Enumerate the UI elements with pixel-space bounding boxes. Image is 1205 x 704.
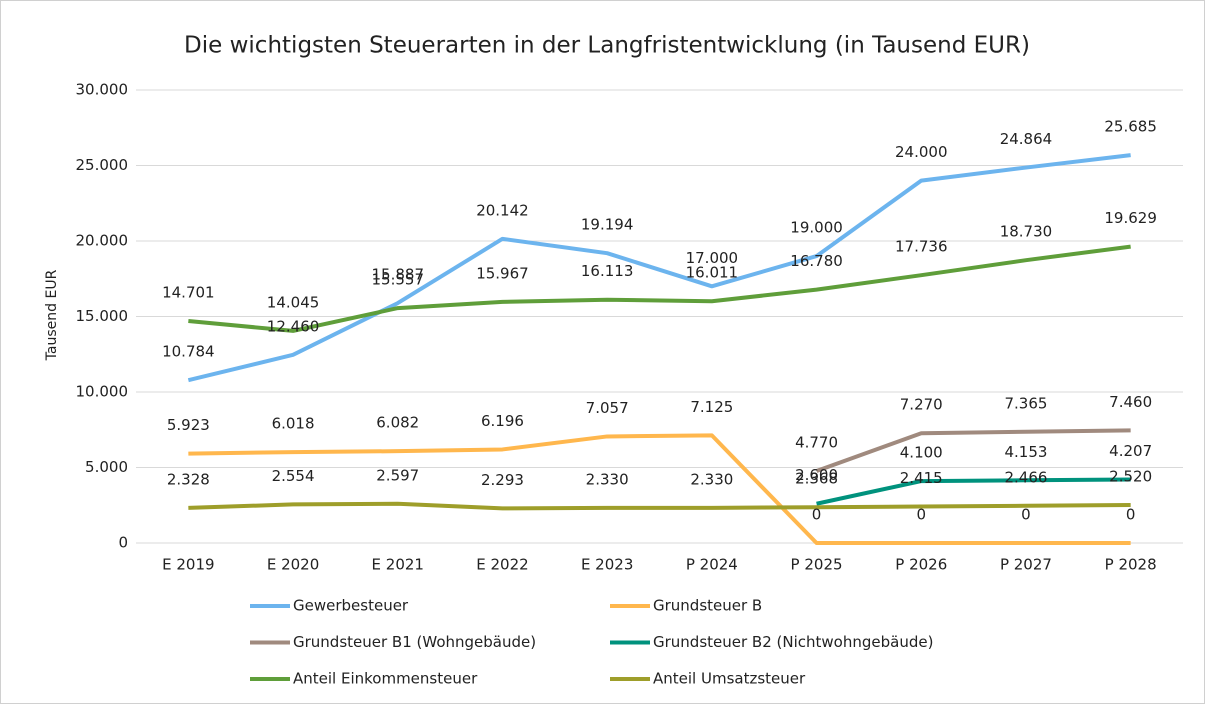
x-tick-label: P 2024 xyxy=(686,556,738,574)
y-axis-title: Tausend EUR xyxy=(44,269,60,361)
series-line xyxy=(816,477,1131,506)
x-tick-label: E 2023 xyxy=(581,556,633,574)
legend-label: Grundsteuer B1 (Wohngebäude) xyxy=(293,633,536,651)
data-label: 10.784 xyxy=(162,343,215,361)
data-label: 14.701 xyxy=(162,284,215,302)
x-tick-label: P 2026 xyxy=(895,556,947,574)
y-tick-label: 10.000 xyxy=(76,383,129,401)
data-label: 24.864 xyxy=(1000,130,1053,148)
data-label: 20.142 xyxy=(476,201,529,219)
data-label: 15.967 xyxy=(476,264,529,282)
x-tick-label: P 2028 xyxy=(1105,556,1157,574)
data-label: 4.100 xyxy=(900,444,943,462)
y-tick-label: 0 xyxy=(118,534,128,552)
series-line xyxy=(188,501,1131,511)
data-label: 17.000 xyxy=(686,249,739,267)
data-label: 4.207 xyxy=(1109,442,1152,460)
data-label: 2.600 xyxy=(795,466,838,484)
data-label: 4.153 xyxy=(1004,443,1047,461)
y-tick-label: 30.000 xyxy=(76,81,129,99)
data-label: 12.460 xyxy=(267,317,320,335)
data-label: 2.330 xyxy=(690,470,733,488)
legend-label: Gewerbesteuer xyxy=(293,597,409,615)
series-line xyxy=(188,244,1131,333)
legend-label: Grundsteuer B2 (Nichtwohngebäude) xyxy=(653,633,933,651)
data-label: 18.730 xyxy=(1000,223,1053,241)
data-label: 25.685 xyxy=(1104,118,1157,136)
data-label: 14.045 xyxy=(267,293,320,311)
data-label: 16.780 xyxy=(790,252,843,270)
series-line xyxy=(187,153,1131,383)
data-label: 5.923 xyxy=(167,416,210,434)
data-label: 2.368 xyxy=(795,470,838,488)
series-line xyxy=(188,433,1131,545)
series-line xyxy=(815,428,1131,473)
data-label: 6.196 xyxy=(481,412,524,430)
data-label: 2.415 xyxy=(900,469,943,487)
data-label: 6.018 xyxy=(272,415,315,433)
data-label: 2.330 xyxy=(586,470,629,488)
x-tick-label: E 2021 xyxy=(372,556,424,574)
data-label: 2.554 xyxy=(272,467,315,485)
legend-label: Anteil Umsatzsteuer xyxy=(653,670,806,688)
data-label: 0 xyxy=(1126,506,1136,524)
data-label: 19.629 xyxy=(1104,209,1157,227)
data-label: 16.011 xyxy=(686,264,739,282)
data-label: 7.057 xyxy=(586,399,629,417)
data-label: 4.770 xyxy=(795,433,838,451)
data-label: 7.365 xyxy=(1004,394,1047,412)
chart-title: Die wichtigsten Steuerarten in der Langf… xyxy=(184,33,1030,59)
y-tick-label: 15.000 xyxy=(76,307,129,325)
data-label: 16.113 xyxy=(581,262,634,280)
x-tick-label: E 2020 xyxy=(267,556,319,574)
x-tick-label: E 2019 xyxy=(162,556,214,574)
data-label: 17.736 xyxy=(895,238,948,256)
data-label: 2.597 xyxy=(376,466,419,484)
data-label: 24.000 xyxy=(895,143,948,161)
y-tick-label: 5.000 xyxy=(85,458,128,476)
data-label: 15.887 xyxy=(372,266,425,284)
legend-label: Grundsteuer B xyxy=(653,597,762,615)
data-label: 19.000 xyxy=(790,219,843,237)
data-label: 2.466 xyxy=(1004,468,1047,486)
data-label: 2.293 xyxy=(481,471,524,489)
data-label: 15.557 xyxy=(372,271,425,289)
data-label: 0 xyxy=(812,506,822,524)
data-label: 7.270 xyxy=(900,396,943,414)
x-tick-label: E 2022 xyxy=(476,556,528,574)
x-tick-label: P 2027 xyxy=(1000,556,1052,574)
data-label: 2.328 xyxy=(167,470,210,488)
data-label: 2.520 xyxy=(1109,467,1152,485)
data-label: 7.125 xyxy=(690,398,733,416)
y-tick-label: 20.000 xyxy=(76,232,129,250)
data-label: 7.460 xyxy=(1109,393,1152,411)
legend-label: Anteil Einkommensteuer xyxy=(293,670,478,688)
data-label: 0 xyxy=(916,506,926,524)
x-tick-label: P 2025 xyxy=(791,556,843,574)
data-label: 19.194 xyxy=(581,216,634,234)
data-label: 6.082 xyxy=(376,414,419,432)
data-label: 0 xyxy=(1021,506,1031,524)
y-tick-label: 25.000 xyxy=(76,156,129,174)
